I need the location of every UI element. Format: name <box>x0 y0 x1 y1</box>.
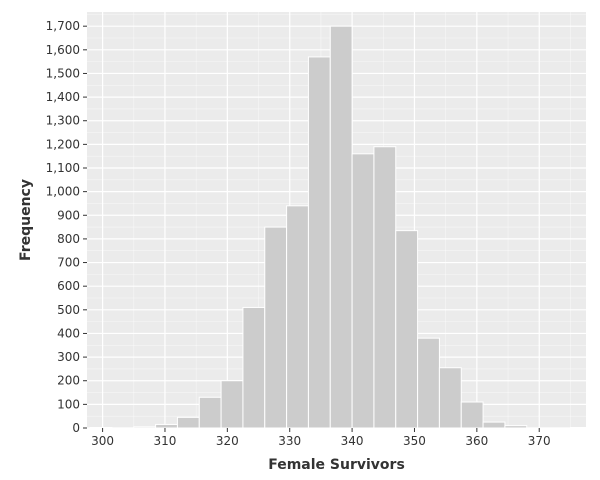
y-tick-label: 600 <box>57 279 80 293</box>
y-tick-label: 500 <box>57 303 80 317</box>
y-tick-label: 800 <box>57 232 80 246</box>
x-tick-label: 370 <box>528 434 551 448</box>
y-axis-title: Frequency <box>18 179 34 261</box>
x-axis-title: Female Survivors <box>268 457 405 473</box>
y-tick-label: 400 <box>57 326 80 340</box>
histogram-bar <box>286 205 309 429</box>
histogram-bar <box>133 426 157 429</box>
histogram-bar <box>264 226 288 429</box>
histogram-bar <box>417 337 440 429</box>
histogram-bar <box>176 416 200 429</box>
y-axis-ticks: 0 100 200 300 400 500 600 700 800 900 1,000 1,100 1,… <box>46 19 87 435</box>
y-tick-label: 1,400 <box>46 90 80 104</box>
y-tick-label: 300 <box>57 350 80 364</box>
x-tick-label: 340 <box>341 434 364 448</box>
histogram-bar <box>220 380 244 429</box>
y-tick-label: 0 <box>72 421 80 435</box>
histogram-bar <box>460 401 484 429</box>
x-tick-label: 300 <box>91 434 114 448</box>
y-tick-label: 700 <box>57 256 80 270</box>
histogram-bar <box>198 396 222 429</box>
histogram-bar <box>329 25 353 429</box>
histogram-bar <box>307 56 331 429</box>
x-tick-label: 360 <box>465 434 488 448</box>
y-tick-label: 1,600 <box>46 43 80 57</box>
y-tick-label: 1,500 <box>46 66 80 80</box>
y-tick-label: 200 <box>57 374 80 388</box>
histogram-bars <box>89 25 593 429</box>
y-tick-label: 1,200 <box>46 137 80 151</box>
y-tick-label: 100 <box>57 397 80 411</box>
x-tick-label: 350 <box>403 434 426 448</box>
y-tick-label: 1,300 <box>46 114 80 128</box>
y-tick-label: 1,100 <box>46 161 80 175</box>
histogram-bar <box>438 367 462 429</box>
histogram-bar <box>351 153 375 429</box>
x-tick-label: 310 <box>154 434 177 448</box>
x-tick-label: 320 <box>216 434 239 448</box>
x-tick-label: 330 <box>278 434 301 448</box>
x-axis-ticks: 300 310 320 330 340 350 360 370 <box>91 428 551 448</box>
y-tick-label: 900 <box>57 208 80 222</box>
histogram-bar <box>504 425 528 429</box>
histogram-bar <box>395 230 419 429</box>
y-tick-label: 1,000 <box>46 185 80 199</box>
histogram-bar <box>242 306 266 429</box>
y-tick-label: 1,700 <box>46 19 80 33</box>
histogram-bar <box>482 421 506 429</box>
histogram-bar <box>373 146 397 429</box>
histogram-bar <box>155 423 178 429</box>
